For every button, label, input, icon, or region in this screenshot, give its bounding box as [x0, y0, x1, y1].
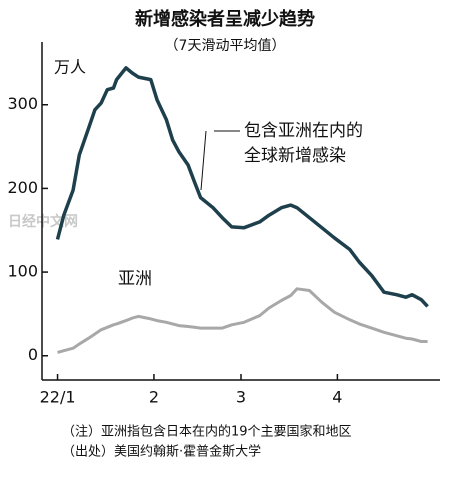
watermark: 日经中文网 — [8, 213, 78, 230]
y-tick-label: 300 — [7, 94, 38, 113]
x-tick-label: 2 — [149, 388, 159, 407]
chart-title: 新增感染者呈减少趋势 — [135, 8, 315, 30]
annotation: 亚洲 — [118, 269, 152, 289]
chart-subtitle: （7天滑动平均值） — [165, 37, 286, 54]
x-tick-label: 22/1 — [40, 388, 76, 407]
series-line — [55, 66, 429, 308]
annotation: 包含亚洲在内的 — [244, 121, 363, 141]
y-tick-label: 200 — [7, 178, 38, 197]
series-line — [57, 287, 428, 354]
y-tick-label: 100 — [7, 262, 38, 281]
note: （出处）美国约翰斯·霍普金斯大学 — [62, 444, 261, 460]
note: （注）亚洲指包含日本在内的19个主要国家和地区 — [62, 424, 352, 440]
x-tick-label: 3 — [236, 388, 246, 407]
y-tick-label: 0 — [28, 345, 38, 364]
x-tick-label: 4 — [332, 388, 342, 407]
annotation: 全球新增感染 — [244, 146, 346, 166]
leader-line — [200, 130, 207, 191]
y-axis-label: 万人 — [54, 58, 86, 77]
